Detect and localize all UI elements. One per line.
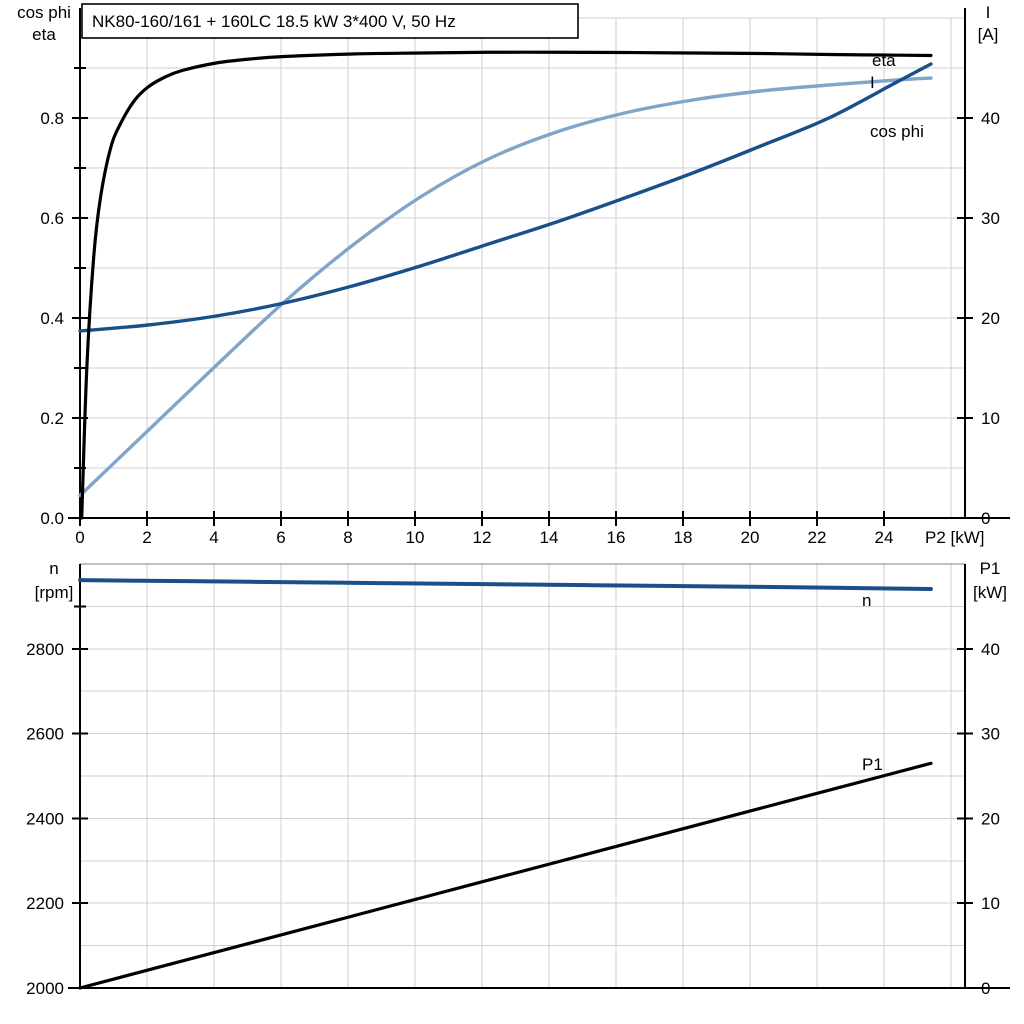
bottom-left-tick-0: 2000	[26, 979, 64, 998]
curve-current	[80, 64, 931, 331]
top-right-tick-0: 0	[981, 509, 990, 528]
bottom-right-axis-title-line2: [kW]	[973, 583, 1007, 602]
top-left-tick-2: 0.4	[40, 309, 64, 328]
bottom-right-tick-1: 10	[981, 894, 1000, 913]
top-right-tick-2: 20	[981, 309, 1000, 328]
curve-label-current: I	[870, 73, 875, 92]
curve-label-speed: n	[862, 591, 871, 610]
bottom-chart-horizontal-gridlines	[80, 564, 965, 946]
bottom-right-axis-title-line1: P1	[980, 559, 1001, 578]
top-left-tick-3: 0.6	[40, 209, 64, 228]
top-x-tick-1: 2	[142, 528, 151, 547]
top-x-tick-7: 14	[540, 528, 559, 547]
bottom-right-tick-3: 30	[981, 725, 1000, 744]
top-x-tick-10: 20	[741, 528, 760, 547]
curve-label-cos-phi: cos phi	[870, 122, 924, 141]
curve-label-eta: eta	[872, 51, 896, 70]
top-left-tick-1: 0.2	[40, 409, 64, 428]
bottom-right-tick-4: 40	[981, 640, 1000, 659]
top-right-tick-3: 30	[981, 209, 1000, 228]
curve-speed	[80, 580, 931, 589]
top-x-tick-3: 6	[276, 528, 285, 547]
top-x-tick-0: 0	[75, 528, 84, 547]
top-x-axis-title: P2 [kW]	[925, 528, 985, 547]
top-x-tick-4: 8	[343, 528, 352, 547]
top-x-tick-6: 12	[473, 528, 492, 547]
top-left-axis-title-line2: eta	[32, 25, 56, 44]
bottom-left-axis-title-line1: n	[49, 559, 58, 578]
top-x-tick-2: 4	[209, 528, 218, 547]
top-x-tick-9: 18	[674, 528, 693, 547]
bottom-chart-svg: n [rpm] P1 [kW] 2000 2200 2400 2600 2800…	[0, 552, 1024, 1024]
top-right-tick-4: 40	[981, 109, 1000, 128]
bottom-left-tick-4: 2800	[26, 640, 64, 659]
curve-label-power-input: P1	[862, 755, 883, 774]
top-right-axis-title-line1: I	[986, 3, 991, 22]
bottom-left-tick-1: 2200	[26, 894, 64, 913]
top-left-tick-4: 0.8	[40, 109, 64, 128]
bottom-right-tick-0: 0	[981, 979, 990, 998]
top-right-tick-1: 10	[981, 409, 1000, 428]
curve-eta	[82, 52, 931, 518]
top-chart-svg: NK80-160/161 + 160LC 18.5 kW 3*400 V, 50…	[0, 0, 1024, 552]
curve-power-input	[80, 763, 931, 988]
top-chart-curves	[80, 52, 931, 518]
bottom-left-tick-3: 2600	[26, 725, 64, 744]
top-chart-panel: NK80-160/161 + 160LC 18.5 kW 3*400 V, 50…	[0, 0, 1024, 552]
bottom-left-tick-2: 2400	[26, 809, 64, 828]
top-right-axis-title-line2: [A]	[978, 25, 999, 44]
top-left-tick-0: 0.0	[40, 509, 64, 528]
bottom-left-axis-title-line2: [rpm]	[35, 583, 74, 602]
top-left-axis-title-line1: cos phi	[17, 3, 71, 22]
curve-cos-phi	[80, 78, 931, 496]
bottom-chart-panel: n [rpm] P1 [kW] 2000 2200 2400 2600 2800…	[0, 552, 1024, 1024]
bottom-chart-curves	[80, 580, 931, 988]
top-x-tick-11: 22	[808, 528, 827, 547]
top-x-tick-5: 10	[406, 528, 425, 547]
bottom-right-tick-2: 20	[981, 809, 1000, 828]
header-title: NK80-160/161 + 160LC 18.5 kW 3*400 V, 50…	[92, 12, 456, 31]
top-x-tick-8: 16	[607, 528, 626, 547]
top-x-tick-12: 24	[875, 528, 894, 547]
